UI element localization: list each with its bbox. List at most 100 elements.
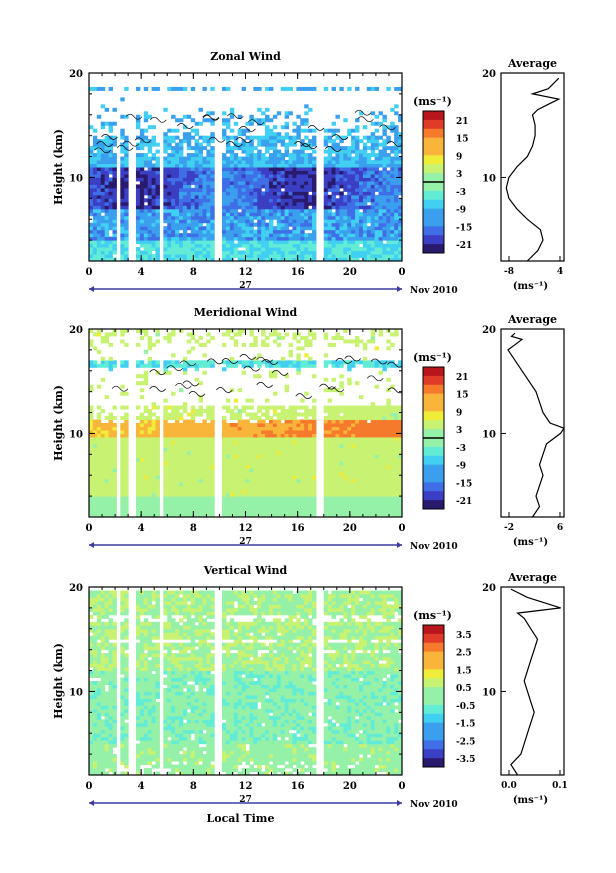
heatmap-cell <box>292 499 297 504</box>
heatmap-cell <box>92 250 98 255</box>
heatmap-cell <box>272 177 278 182</box>
heatmap-cell <box>268 499 274 504</box>
heatmap-cell <box>304 135 309 140</box>
heatmap-cell <box>370 146 376 151</box>
heatmap-cell <box>194 219 200 224</box>
heatmap-cell <box>108 423 113 427</box>
heatmap-cell <box>237 180 243 185</box>
heatmap-cell <box>327 135 333 140</box>
heatmap-cell <box>265 447 270 452</box>
heatmap-cell <box>312 156 317 161</box>
heatmap-cell <box>284 450 290 455</box>
heatmap-cell <box>249 219 254 224</box>
heatmap-cell <box>304 513 309 517</box>
heatmap-cell <box>257 409 262 414</box>
heatmap-cell <box>288 135 293 140</box>
heatmap-cell <box>304 156 309 161</box>
heatmap-cell <box>261 184 266 189</box>
heatmap-cell <box>355 226 360 231</box>
heatmap-cell <box>124 250 129 255</box>
heatmap-cell <box>163 167 168 171</box>
heatmap-cell <box>265 496 270 501</box>
heatmap-cell <box>398 492 402 497</box>
heatmap-cell <box>284 222 290 227</box>
heatmap-cell <box>272 208 278 213</box>
heatmap-cell <box>237 201 243 206</box>
heatmap-cell <box>143 153 149 158</box>
heatmap-cell <box>339 461 344 466</box>
heatmap-cell <box>253 471 258 476</box>
heatmap-cell <box>296 496 301 501</box>
heatmap-cell <box>272 229 278 234</box>
heatmap-cell <box>335 423 340 427</box>
heatmap-cell <box>237 416 243 421</box>
heatmap-cell <box>288 170 293 175</box>
heatmap-cell <box>147 482 153 487</box>
heatmap-cell <box>382 215 387 220</box>
heatmap-cell <box>89 409 94 414</box>
heatmap-cell <box>147 167 153 171</box>
heatmap-cell <box>296 177 301 182</box>
heatmap-cell <box>182 114 188 119</box>
heatmap-cell <box>390 167 395 171</box>
heatmap-cell <box>272 489 278 494</box>
heatmap-cell <box>135 156 141 161</box>
heatmap-cell <box>378 194 383 199</box>
heatmap-cell <box>120 180 125 185</box>
heatmap-cell <box>222 489 227 494</box>
heatmap-cell <box>92 139 98 144</box>
heatmap-cell <box>202 475 207 480</box>
heatmap-cell <box>206 405 211 410</box>
heatmap-cell <box>143 426 149 431</box>
heatmap-cell <box>143 191 149 196</box>
heatmap-cell <box>300 468 305 473</box>
heatmap-cell <box>265 205 270 210</box>
heatmap-cell <box>382 226 387 231</box>
heatmap-cell <box>92 454 98 459</box>
heatmap-cell <box>378 215 383 220</box>
heatmap-cell <box>155 416 160 421</box>
heatmap-cell <box>139 454 145 459</box>
heatmap-cell <box>92 135 98 140</box>
heatmap-cell <box>382 510 387 515</box>
heatmap-cell <box>175 167 180 171</box>
heatmap-cell <box>292 236 297 241</box>
heatmap-cell <box>308 436 313 441</box>
heatmap-cell <box>135 198 141 203</box>
heatmap-cell <box>108 198 113 203</box>
heatmap-cell <box>261 482 266 487</box>
heatmap-cell <box>304 454 309 459</box>
heatmap-cell <box>253 191 258 196</box>
heatmap-cell <box>210 510 215 515</box>
heatmap-cell <box>347 454 352 459</box>
heatmap-cell <box>296 135 301 140</box>
heatmap-cell <box>288 229 293 234</box>
heatmap-cell <box>272 135 278 140</box>
heatmap-cell <box>194 233 200 238</box>
heatmap-cell <box>253 118 258 123</box>
heatmap-cell <box>257 173 262 178</box>
heatmap-cell <box>96 198 102 203</box>
heatmap-cell <box>355 496 360 501</box>
heatmap-cell <box>151 440 157 445</box>
heatmap-cell <box>358 489 364 494</box>
heatmap-cell <box>190 454 196 459</box>
heatmap-cell <box>233 135 239 140</box>
heatmap-cell <box>366 513 372 517</box>
heatmap-cell <box>249 440 254 445</box>
heatmap-cell <box>257 139 262 144</box>
heatmap-cell <box>241 233 246 238</box>
heatmap-cell <box>272 492 278 497</box>
heatmap-cell <box>222 482 227 487</box>
heatmap-cell <box>347 170 352 175</box>
heatmap-cell <box>237 510 243 515</box>
heatmap-cell <box>186 489 192 494</box>
heatmap-cell <box>120 184 125 189</box>
heatmap-cell <box>229 440 235 445</box>
heatmap-cell <box>198 436 203 441</box>
heatmap-cell <box>151 215 157 220</box>
heatmap-cell <box>292 423 297 427</box>
heatmap-cell <box>112 121 117 126</box>
heatmap-cell <box>265 86 270 91</box>
heatmap-cell <box>257 423 262 427</box>
